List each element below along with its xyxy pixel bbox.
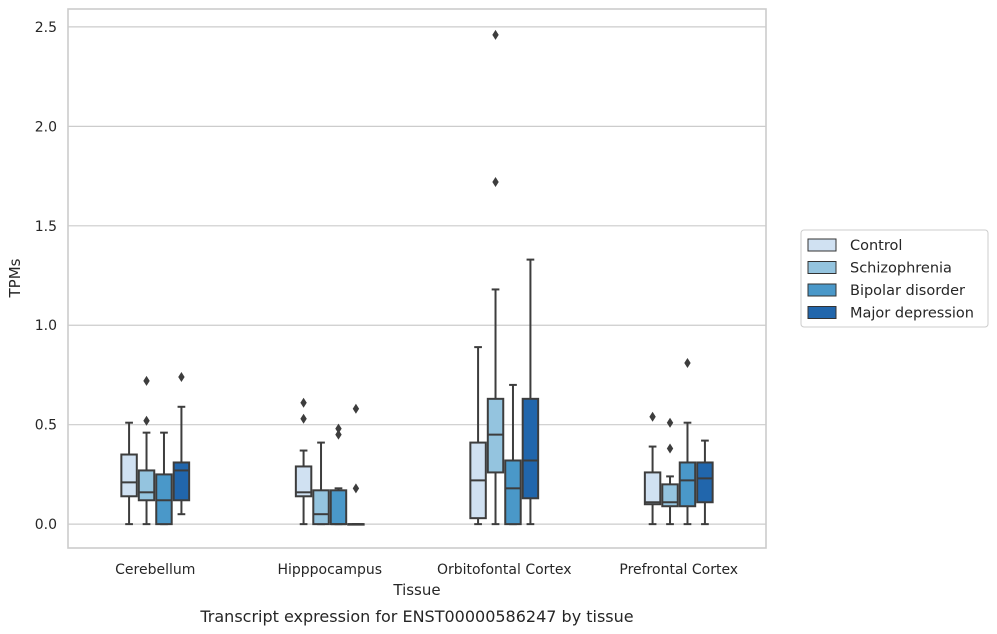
outlier-point	[300, 413, 307, 424]
box-2-0	[469, 346, 487, 526]
y-tick-label: 2.0	[35, 119, 57, 135]
box-2-2	[504, 383, 522, 526]
box-0-1	[137, 375, 156, 526]
legend-swatch	[807, 283, 837, 297]
box-body	[294, 465, 313, 498]
outlier-point	[492, 29, 499, 40]
outlier-point	[143, 375, 150, 386]
outlier-point	[649, 411, 656, 422]
box-2-3	[521, 258, 540, 526]
x-tick-label: Cerebellum	[115, 562, 195, 578]
outlier-point	[352, 483, 360, 494]
chart-caption: Transcript expression for ENST0000058624…	[199, 607, 633, 626]
outlier-point	[492, 177, 499, 188]
box-body	[137, 469, 156, 502]
box-1-1	[312, 441, 330, 526]
legend-swatch	[807, 238, 837, 252]
x-tick-labels: Cerebellum Hipppocampus Orbitofontal Corte…	[115, 562, 738, 578]
outlier-point	[684, 358, 691, 369]
y-tick-label: 0.0	[35, 517, 57, 533]
box-body	[172, 461, 191, 502]
box-body	[504, 459, 522, 526]
outlier-point	[352, 403, 360, 414]
box-1-3	[347, 403, 365, 526]
y-tick-label: 0.5	[35, 418, 57, 434]
legend-label: Schizophrenia	[850, 261, 952, 277]
y-tick-label: 1.0	[35, 318, 57, 334]
box-body	[521, 397, 540, 500]
x-axis-label: Tissue	[392, 581, 440, 599]
outlier-point	[335, 429, 342, 440]
box-3-0	[643, 411, 662, 526]
legend-label: Bipolar disorder	[850, 283, 965, 299]
box-body	[678, 461, 697, 508]
legend-frame	[800, 229, 989, 328]
outlier-point	[143, 415, 150, 426]
legend-label: Control	[850, 238, 902, 254]
outlier-point	[666, 417, 674, 428]
box-1-2	[329, 423, 348, 526]
x-tick-label: Orbitofontal Cortex	[437, 562, 572, 578]
legend-swatch	[807, 306, 837, 319]
box-3-3	[696, 439, 714, 526]
box-body	[643, 471, 662, 506]
x-tick-label: Hipppocampus	[277, 562, 382, 578]
box-body	[312, 489, 330, 526]
outlier-point	[335, 423, 342, 434]
x-tick-label: Prefrontal Cortex	[619, 562, 738, 578]
box-body	[120, 453, 138, 498]
legend: Control Schizophrenia Bipolar disorder Majo…	[800, 229, 989, 328]
outlier-point	[178, 371, 185, 382]
box-body	[661, 483, 679, 508]
plot-frame	[67, 8, 767, 549]
box-3-2	[678, 358, 697, 526]
outlier-point	[300, 397, 307, 408]
box-0-2	[155, 431, 173, 526]
y-axis-label: TPMs	[6, 258, 24, 298]
gridlines	[68, 26, 766, 525]
box-1-0	[294, 397, 313, 526]
legend-swatch	[807, 261, 837, 274]
box-body	[696, 461, 714, 504]
box-0-0	[120, 421, 138, 526]
box-0-3	[172, 371, 191, 516]
box-2-1	[486, 29, 505, 526]
box-series	[120, 29, 714, 526]
y-tick-label: 2.5	[35, 20, 57, 36]
outlier-point	[666, 443, 674, 454]
legend-label: Major depression	[850, 306, 974, 322]
box-3-1	[661, 417, 679, 526]
y-tick-label: 1.5	[35, 219, 57, 235]
box-body	[329, 489, 348, 526]
y-tick-labels: 0.0 0.5 1.0 1.5 2.0 2.5	[35, 20, 57, 533]
